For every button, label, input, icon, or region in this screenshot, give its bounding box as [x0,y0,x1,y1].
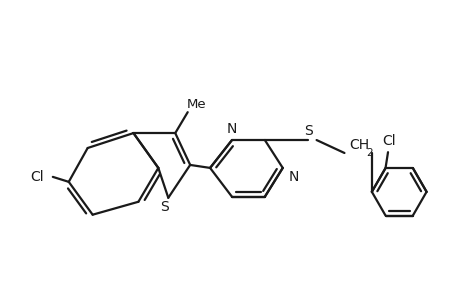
Text: CH: CH [349,138,369,152]
Text: N: N [226,122,236,136]
Text: 2: 2 [365,148,372,158]
Text: Cl: Cl [382,134,396,148]
Text: S: S [160,200,168,214]
Text: Cl: Cl [30,170,44,184]
Text: Me: Me [186,98,206,111]
Text: N: N [288,170,298,184]
Text: S: S [303,124,312,138]
